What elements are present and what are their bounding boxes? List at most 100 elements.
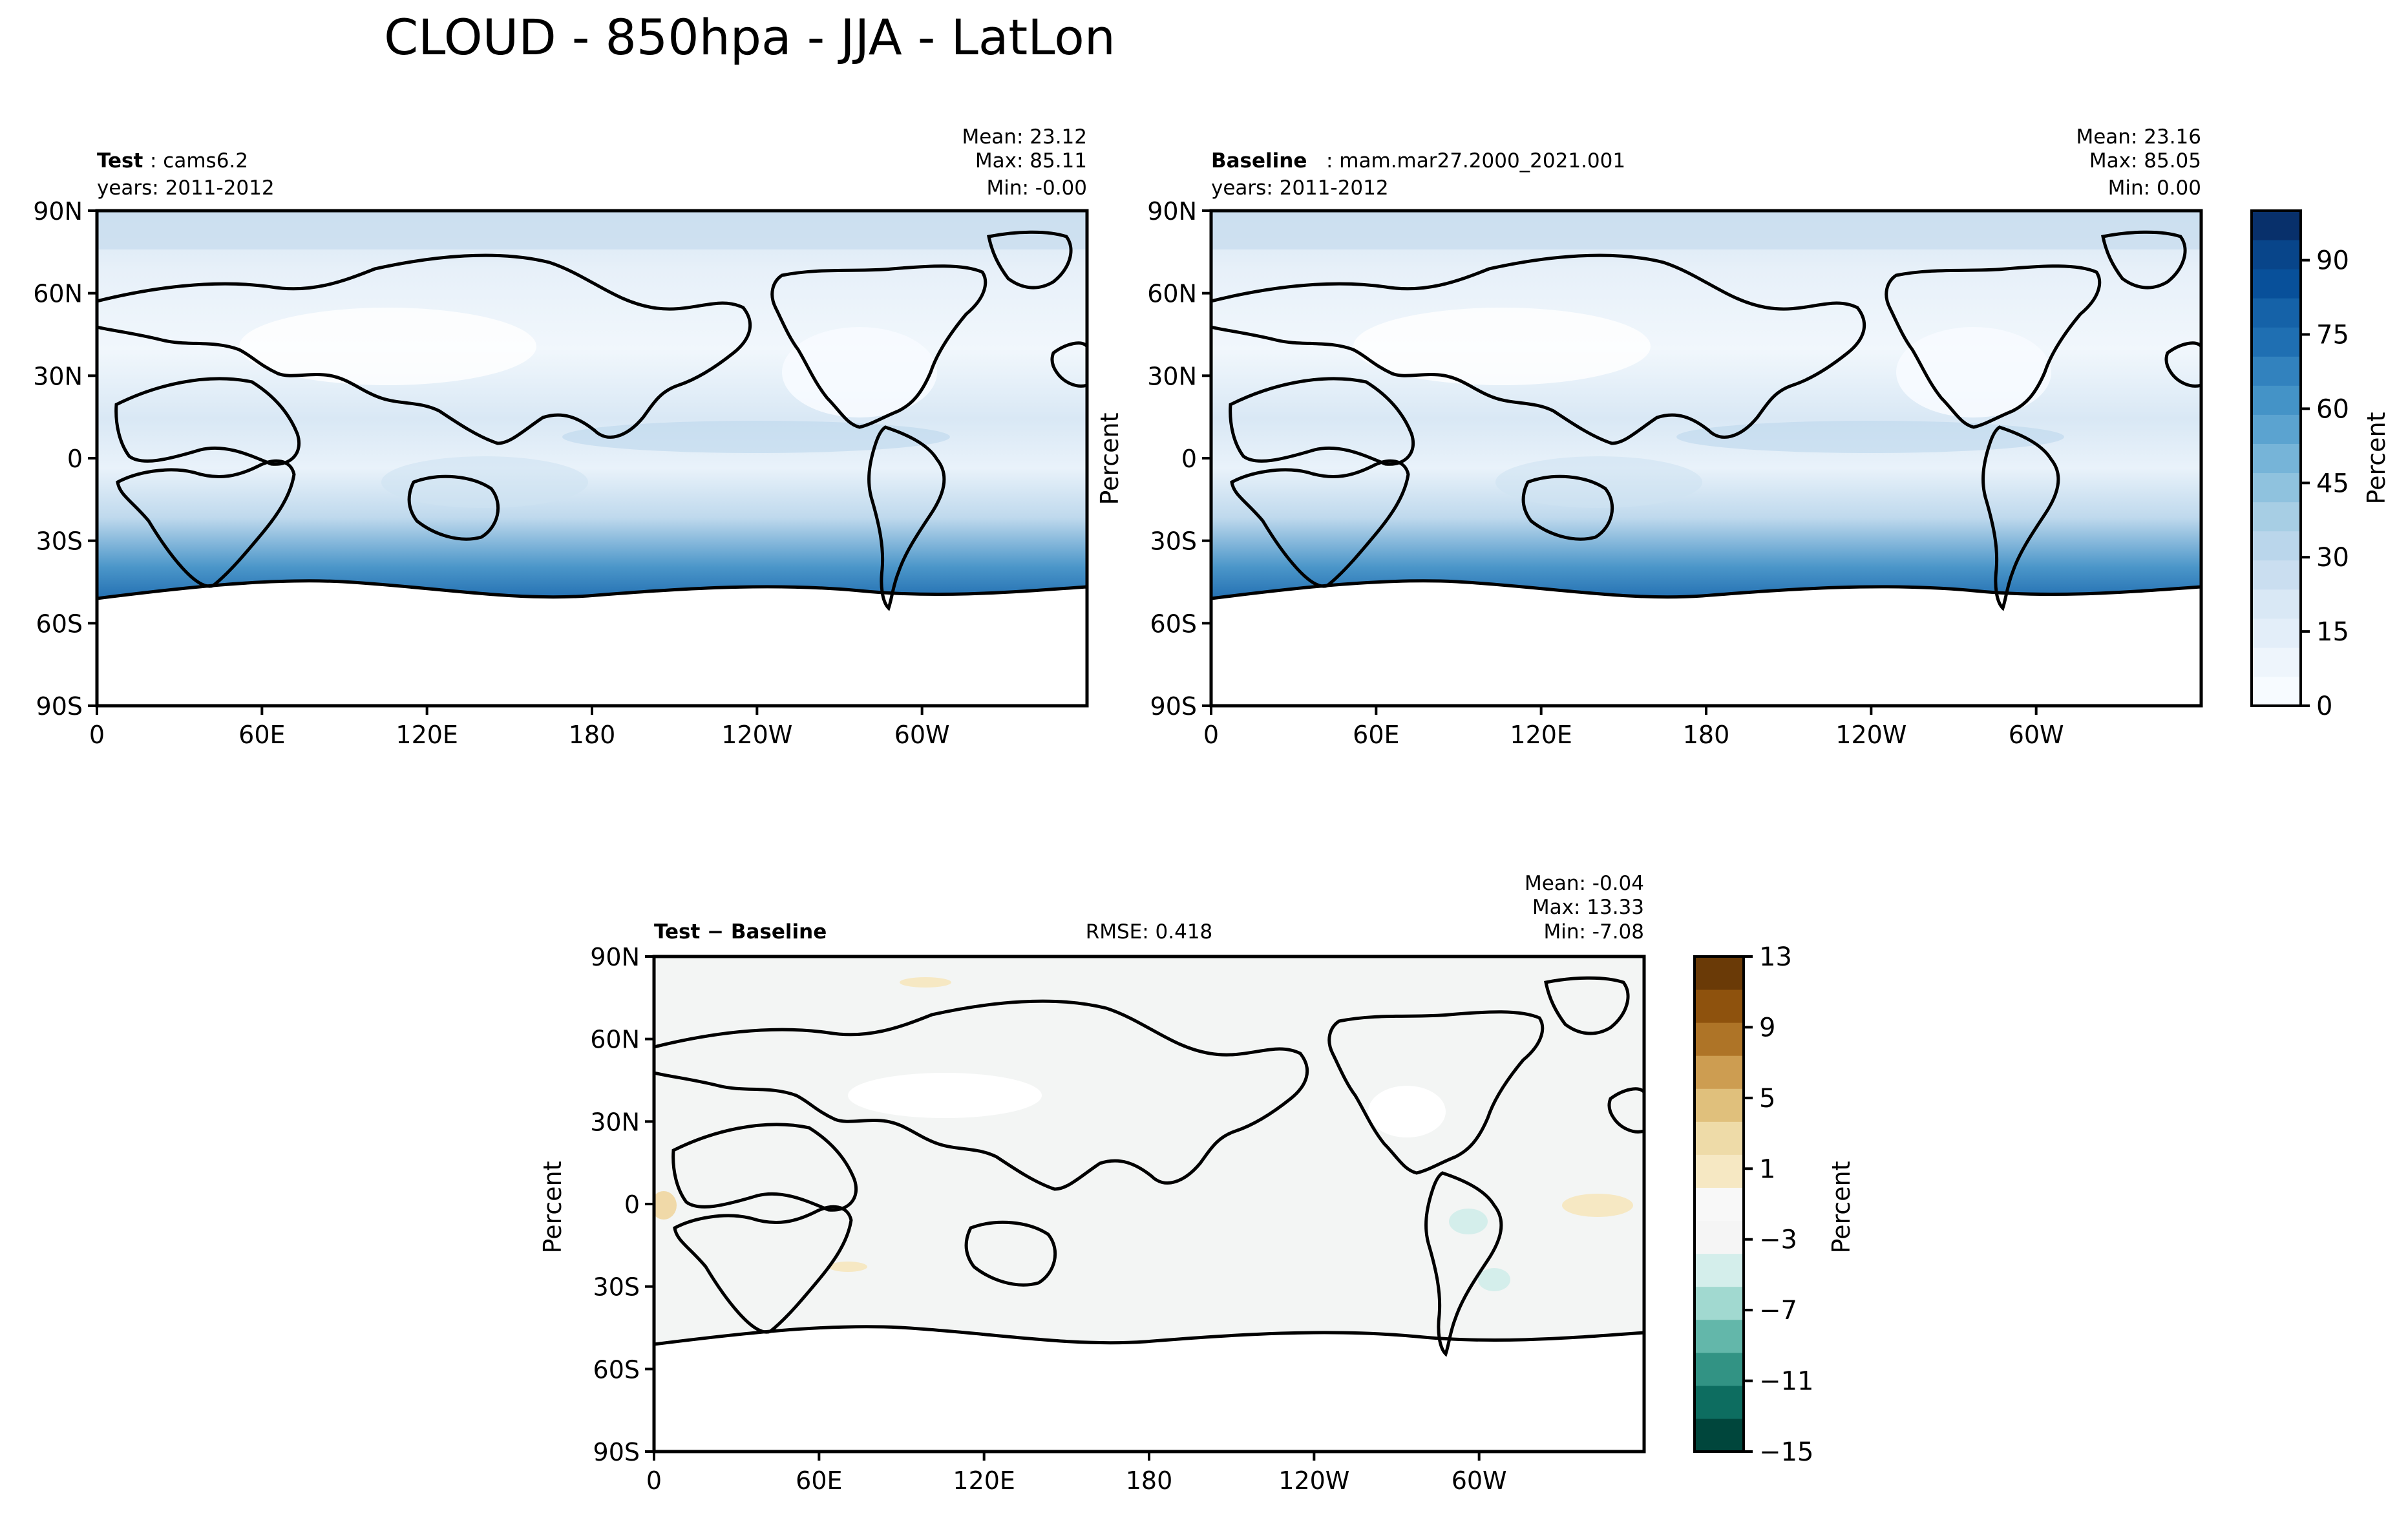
diff-colorbar-label: Percent bbox=[1827, 1161, 1855, 1254]
lon-tick-label: 0 bbox=[1203, 721, 1219, 749]
diff-max: Max: 13.33 bbox=[1532, 896, 1644, 919]
diff-rmse: RMSE: 0.418 bbox=[1086, 920, 1213, 944]
test-label: : cams6.2 bbox=[150, 149, 248, 173]
lat-tick-label: 90N bbox=[590, 943, 640, 971]
colorbar-level bbox=[1695, 1088, 1744, 1122]
colorbar-level bbox=[2252, 414, 2301, 444]
baseline-lat-axis: 90N 60N 30N 0 30S 60S 90S bbox=[1147, 197, 1211, 721]
colorbar-tick-label: 75 bbox=[2316, 321, 2349, 350]
test-max: Max: 85.11 bbox=[975, 149, 1087, 173]
colorbar-level bbox=[1695, 989, 1744, 1023]
colorbar-frame bbox=[2250, 209, 2302, 707]
diff-label: Test − Baseline bbox=[654, 920, 827, 944]
lat-tick-label: 90S bbox=[36, 692, 83, 721]
lon-tick-label: 120E bbox=[396, 721, 458, 749]
lon-tick-label: 60E bbox=[796, 1466, 842, 1495]
colorbar-level bbox=[2252, 531, 2301, 561]
colorbar-tick-label: −11 bbox=[1759, 1367, 1813, 1397]
lat-tick-label: 0 bbox=[624, 1190, 640, 1219]
lat-tick-label: 30N bbox=[590, 1108, 640, 1136]
colorbar-level bbox=[2252, 298, 2301, 328]
colorbar-level bbox=[1695, 1418, 1744, 1452]
lat-tick-label: 30N bbox=[1147, 362, 1197, 390]
colorbar-level bbox=[2252, 472, 2301, 503]
colorbar-level bbox=[2252, 647, 2301, 677]
colorbar-tick-label: 30 bbox=[2316, 543, 2349, 573]
colorbar-frame bbox=[1693, 955, 1745, 1453]
colorbar-tick-label: 1 bbox=[1759, 1154, 1775, 1184]
colorbar-level bbox=[2252, 589, 2301, 619]
diff-panel: 90N 60N 30N 0 30S 60S 90S 0 60E 120E 180 120W 60W bbox=[590, 943, 1646, 1495]
lon-tick-label: 180 bbox=[569, 721, 616, 749]
lon-tick-label: 0 bbox=[646, 1466, 662, 1495]
lon-tick-label: 120E bbox=[1510, 721, 1572, 749]
colorbar-level bbox=[2252, 676, 2301, 706]
lat-tick-label: 90S bbox=[1150, 692, 1197, 721]
colorbar-tick-label: −15 bbox=[1759, 1437, 1813, 1467]
colorbar-level bbox=[1695, 1121, 1744, 1155]
baseline-years: years: 2011-2012 bbox=[1211, 176, 1389, 200]
lon-tick-label: 120W bbox=[1278, 1466, 1349, 1495]
lat-tick-label: 30S bbox=[593, 1273, 640, 1302]
colorbar-level bbox=[1695, 1220, 1744, 1254]
colorbar-level bbox=[1695, 1187, 1744, 1221]
colorbar-tick-label: 9 bbox=[1759, 1013, 1775, 1042]
diff-ylabel: Percent bbox=[538, 1161, 567, 1254]
figure-title: CLOUD - 850hpa - JJA - LatLon bbox=[384, 8, 1115, 66]
colorbar-level bbox=[2252, 327, 2301, 357]
colorbar-level bbox=[2252, 269, 2301, 299]
colorbar-level bbox=[2252, 443, 2301, 474]
lat-tick-label: 60N bbox=[590, 1026, 640, 1054]
test-years: years: 2011-2012 bbox=[97, 176, 275, 200]
colorbar-level bbox=[1695, 1286, 1744, 1320]
lon-tick-label: 120W bbox=[1835, 721, 1906, 749]
colorbar-level bbox=[1695, 1253, 1744, 1287]
lat-tick-label: 60N bbox=[1147, 280, 1197, 308]
diff-colorbar: 13 9 5 1 −3 −7 −11 −15 bbox=[1693, 942, 1813, 1467]
lon-tick-label: 60W bbox=[894, 721, 950, 749]
test-lon-axis: 0 60E 120E 180 120W 60W bbox=[89, 706, 950, 749]
baseline-label-bold: Baseline bbox=[1211, 149, 1307, 173]
colorbar-tick-label: 60 bbox=[2316, 394, 2349, 424]
colorbar-tick-label: 45 bbox=[2316, 469, 2349, 498]
baseline-lon-axis: 0 60E 120E 180 120W 60W bbox=[1203, 706, 2064, 749]
lon-tick-label: 180 bbox=[1126, 1466, 1173, 1495]
lat-tick-label: 90N bbox=[33, 197, 83, 226]
colorbar-level bbox=[1695, 957, 1744, 990]
diff-lon-axis: 0 60E 120E 180 120W 60W bbox=[646, 1452, 1507, 1495]
test-panel: 90N 60N 30N 0 30S 60S 90S 0 60E 120E 180 120W 60W bbox=[33, 197, 1089, 749]
colorbar-tick-label: 90 bbox=[2316, 246, 2349, 276]
lat-tick-label: 60N bbox=[33, 280, 83, 308]
baseline-panel: 90N 60N 30N 0 30S 60S 90S 0 60E 120E 180 120W 60W bbox=[1147, 197, 2203, 749]
lat-tick-label: 60S bbox=[1150, 609, 1197, 638]
colorbar-level bbox=[1695, 1319, 1744, 1353]
colorbar-level bbox=[2252, 211, 2301, 240]
colorbar-level bbox=[2252, 385, 2301, 415]
baseline-mean: Mean: 23.16 bbox=[2076, 125, 2201, 149]
colorbar-level bbox=[2252, 618, 2301, 648]
colorbar-tick-label: 0 bbox=[2316, 692, 2332, 721]
main-colorbar: 0 15 30 45 60 75 90 bbox=[2250, 209, 2349, 721]
colorbar-tick-label: 15 bbox=[2316, 617, 2349, 647]
colorbar-level bbox=[1695, 1352, 1744, 1386]
lat-tick-label: 90S bbox=[593, 1438, 640, 1466]
colorbar-level bbox=[2252, 560, 2301, 590]
diff-lat-axis: 90N 60N 30N 0 30S 60S 90S bbox=[590, 943, 654, 1466]
test-lat-axis: 90N 60N 30N 0 30S 60S 90S bbox=[33, 197, 97, 721]
colorbar-level bbox=[1695, 1022, 1744, 1056]
colorbar-level bbox=[2252, 240, 2301, 270]
test-label-bold: Test bbox=[97, 149, 143, 173]
diff-mean: Mean: -0.04 bbox=[1525, 872, 1644, 895]
lon-tick-label: 60E bbox=[1353, 721, 1399, 749]
lon-tick-label: 120E bbox=[953, 1466, 1015, 1495]
lat-tick-label: 60S bbox=[593, 1355, 640, 1384]
colorbar-level bbox=[1695, 1154, 1744, 1188]
baseline-label: : mam.mar27.2000_2021.001 bbox=[1326, 149, 1625, 173]
baseline-max: Max: 85.05 bbox=[2089, 149, 2201, 173]
lat-tick-label: 90N bbox=[1147, 197, 1197, 226]
main-colorbar-label: Percent bbox=[2362, 412, 2391, 505]
lat-tick-label: 60S bbox=[36, 609, 83, 638]
lon-tick-label: 180 bbox=[1683, 721, 1730, 749]
test-mean: Mean: 23.12 bbox=[962, 125, 1087, 149]
colorbar-level bbox=[2252, 356, 2301, 386]
